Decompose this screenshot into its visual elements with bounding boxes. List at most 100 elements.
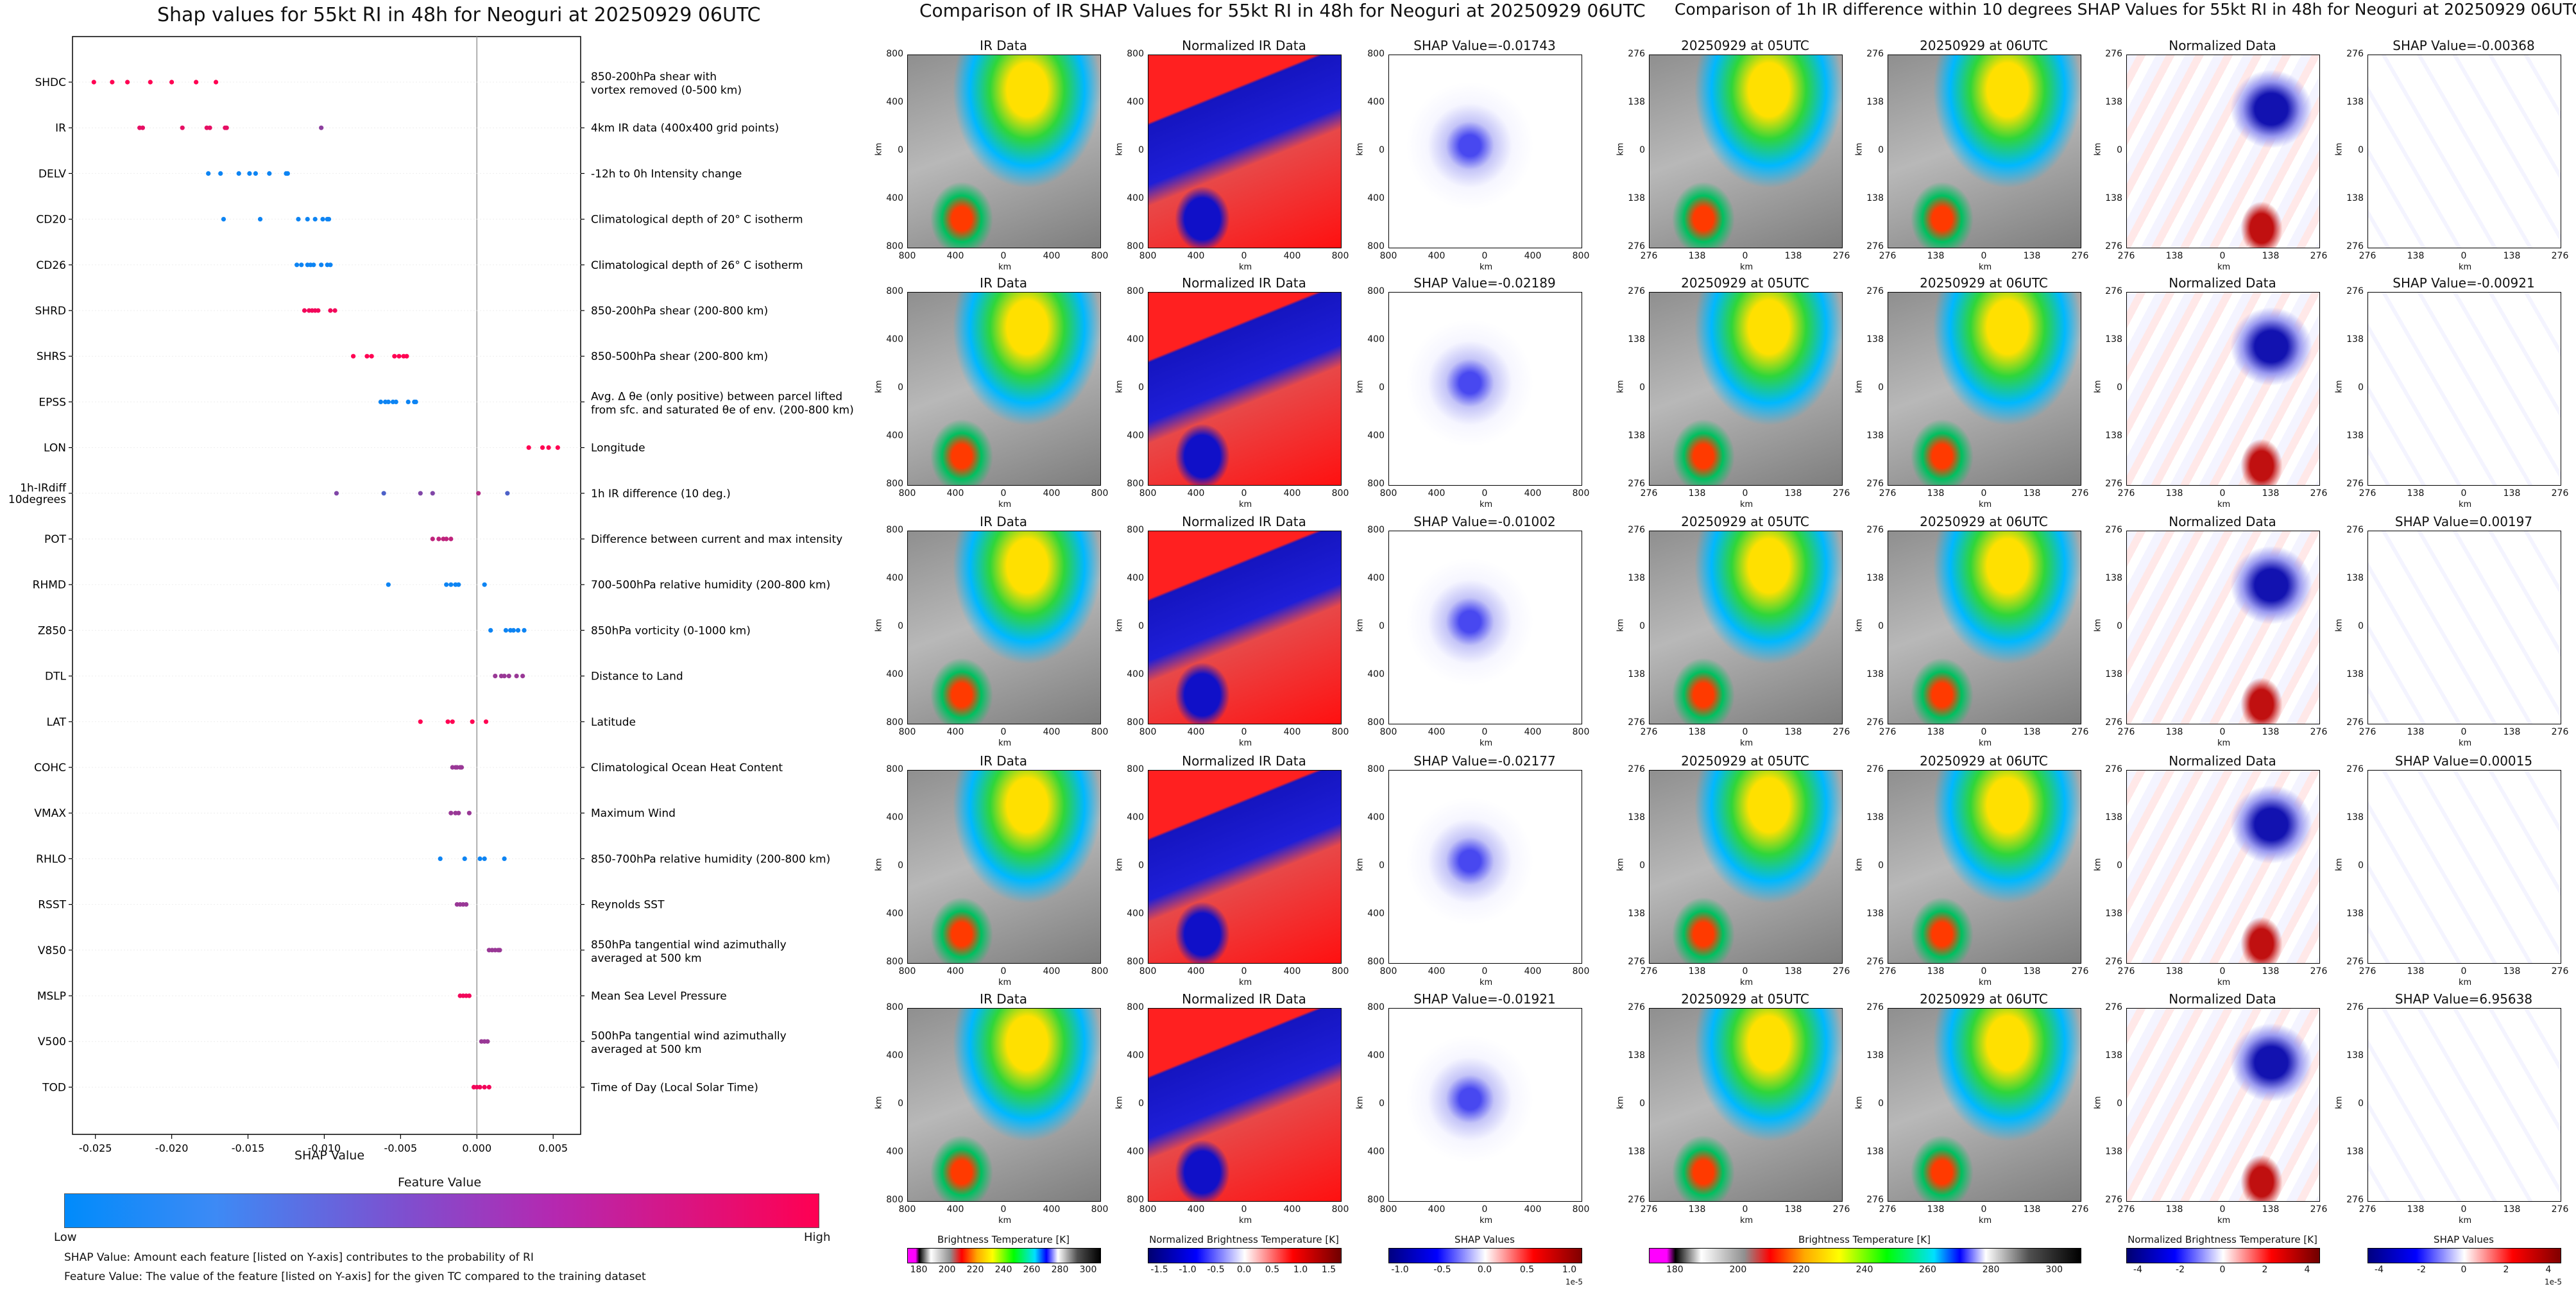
ir-shap-panel-x-tick: 400 (1524, 1204, 1542, 1215)
ir-data-panel-x-tick: 0 (1000, 251, 1007, 261)
feature-name-label: RSST (38, 899, 66, 912)
diff-bt-colorbar-tick: 200 (1729, 1265, 1747, 1275)
diff-shap-panel-x-tick: 138 (2407, 488, 2425, 499)
ir-06utc-panel-y-tick: 276 (1866, 241, 1884, 252)
normalized-ir-panel-y-tick: 0 (1138, 1098, 1144, 1109)
shap-point (456, 582, 461, 587)
ir-shap-panel-x-tick: 800 (1379, 488, 1397, 499)
diff-shap-colorbar-tick: -2 (2417, 1265, 2426, 1275)
normalized-diff-panel-x-tick: 0 (2219, 488, 2226, 499)
ir-06utc-panel-y-tick: 138 (1866, 909, 1884, 919)
shap-point (477, 1084, 482, 1089)
ir-shap-panel-x-tick: 400 (1428, 1204, 1446, 1215)
feature-description-label: Climatological Ocean Heat Content (591, 762, 783, 774)
ir-05utc-panel-y-tick: 276 (1628, 957, 1645, 967)
shap-point (488, 627, 493, 633)
ir-data-panel-y-axis-label: km (874, 142, 884, 156)
ir-data-panel-y-tick: 0 (898, 1098, 903, 1109)
feature-name-label: V500 (38, 1036, 66, 1048)
normalized-diff-panel-x-tick: 276 (2310, 727, 2328, 737)
x-tick-label: -0.010 (308, 1142, 341, 1154)
normalized-diff-panel-x-axis-label: km (2217, 1216, 2231, 1225)
ir-05utc-panel-title: 20250929 at 05UTC (1681, 753, 1809, 769)
shap-point (444, 536, 449, 542)
ir-shap-panel-x-tick: 400 (1428, 966, 1446, 977)
ir-05utc-panel-y-tick: 0 (1639, 382, 1645, 393)
ir-06utc-panel-x-tick: 276 (1879, 1204, 1897, 1215)
ir-data-panel-y-axis-label: km (874, 619, 884, 632)
normalized-ir-panel-x-tick: 0 (1241, 251, 1247, 261)
diff-shap-panel-x-tick: 276 (2358, 1204, 2376, 1215)
ir-06utc-panel-y-tick: 276 (1866, 525, 1884, 535)
diff-shap-panel-y-tick: 276 (2346, 479, 2364, 489)
diff-shap-panel-x-axis-label: km (2459, 262, 2472, 272)
shap-axes-frame (72, 36, 581, 1135)
ir-06utc-panel-title: 20250929 at 06UTC (1920, 753, 2048, 769)
shap-point (236, 171, 241, 176)
ir-data-panel-x-tick: 800 (1091, 727, 1109, 737)
ir-bt-colorbar-tick: 260 (1023, 1265, 1041, 1275)
ir-bt-colorbar-label: Brightness Temperature [K] (937, 1234, 1070, 1245)
ir-06utc-panel (1888, 770, 2081, 964)
ir-shap-panel-x-axis-label: km (1480, 738, 1493, 748)
normalized-ir-panel-y-axis-label: km (1114, 858, 1125, 871)
ir-shap-panel-y-tick: 400 (1367, 573, 1385, 583)
diff-bt-colorbar (1649, 1248, 2081, 1263)
normalized-ir-panel-x-tick: 800 (1139, 727, 1157, 737)
feature-description-label: 1h IR difference (10 deg.) (591, 488, 731, 500)
ir-06utc-panel-y-tick: 138 (1866, 334, 1884, 345)
ir-05utc-panel-y-tick: 138 (1628, 1050, 1645, 1061)
diff-shap-panel-title: SHAP Value=0.00197 (2394, 514, 2533, 529)
normalized-ir-panel-x-tick: 800 (1139, 1204, 1157, 1215)
ir-05utc-panel-y-axis-label: km (1616, 380, 1626, 393)
ir-shap-panel-x-tick: 800 (1379, 251, 1397, 261)
normalized-diff-panel-x-tick: 276 (2117, 727, 2135, 737)
normalized-diff-panel-x-tick: 276 (2117, 1204, 2135, 1215)
ir-shap-panel-y-tick: 400 (1367, 1050, 1385, 1061)
ir-05utc-panel-y-tick: 276 (1628, 764, 1645, 774)
ir-shap-panel-x-tick: 800 (1572, 727, 1590, 737)
ir-data-panel-x-tick: 400 (946, 727, 964, 737)
shap-point (369, 354, 374, 359)
ir-data-panel-y-tick: 400 (886, 909, 903, 919)
normalized-ir-panel-x-tick: 800 (1331, 251, 1349, 261)
ir-shap-panel-y-tick: 400 (1367, 431, 1385, 441)
ir-06utc-panel-x-tick: 138 (1927, 488, 1945, 499)
ir-bt-colorbar-tick: 300 (1079, 1265, 1097, 1275)
shap-summary-title: Shap values for 55kt RI in 48h for Neogu… (157, 4, 761, 26)
ir-shap-panel-y-tick: 0 (1379, 145, 1385, 155)
normalized-diff-panel-y-tick: 0 (2117, 860, 2122, 871)
normalized-ir-panel-title: Normalized IR Data (1182, 514, 1306, 529)
normalized-ir-panel-x-tick: 800 (1139, 966, 1157, 977)
feature-name-label: COHC (34, 762, 66, 774)
ir-norm-colorbar-tick: -0.5 (1207, 1265, 1225, 1275)
ir-shap-panel-y-tick: 800 (1367, 241, 1385, 252)
normalized-diff-panel (2126, 55, 2320, 248)
normalized-diff-panel-y-tick: 276 (2105, 717, 2122, 728)
ir-shap-panel-x-tick: 0 (1481, 966, 1488, 977)
shap-point (312, 217, 318, 222)
ir-05utc-panel-y-tick: 276 (1628, 479, 1645, 489)
ir-norm-colorbar-tick: -1.0 (1179, 1265, 1197, 1275)
ir-06utc-panel-x-tick: 276 (1879, 727, 1897, 737)
shap-point (328, 308, 333, 313)
normalized-diff-panel-title: Normalized Data (2169, 275, 2276, 291)
feature-name-label: SHRS (37, 350, 66, 363)
feature-description-label: Climatological depth of 26° C isotherm (591, 259, 803, 272)
shap-point (520, 674, 525, 679)
ir-shap-panel-y-axis-label: km (1355, 380, 1365, 393)
ir-05utc-panel-x-tick: 276 (1832, 251, 1850, 261)
ir-norm-colorbar-tick: 0.0 (1236, 1265, 1252, 1275)
ir-06utc-panel-y-tick: 276 (1866, 49, 1884, 59)
diff-shap-panel-x-tick: 0 (2461, 727, 2467, 737)
ir-shap-panel-y-tick: 0 (1379, 382, 1385, 393)
ir-05utc-panel-x-tick: 276 (1640, 966, 1658, 977)
diff-shap-panel-y-tick: 276 (2346, 1195, 2364, 1205)
shap-point (413, 399, 418, 405)
feature-description-label: Reynolds SST (591, 899, 665, 912)
diff-shap-panel-x-tick: 138 (2503, 1204, 2521, 1215)
ir-shap-panel-x-tick: 400 (1524, 251, 1542, 261)
ir-shap-panel-x-axis-label: km (1480, 1216, 1493, 1225)
normalized-ir-panel-y-tick: 400 (1127, 97, 1144, 107)
ir-data-panel-x-tick: 800 (1091, 1204, 1109, 1215)
